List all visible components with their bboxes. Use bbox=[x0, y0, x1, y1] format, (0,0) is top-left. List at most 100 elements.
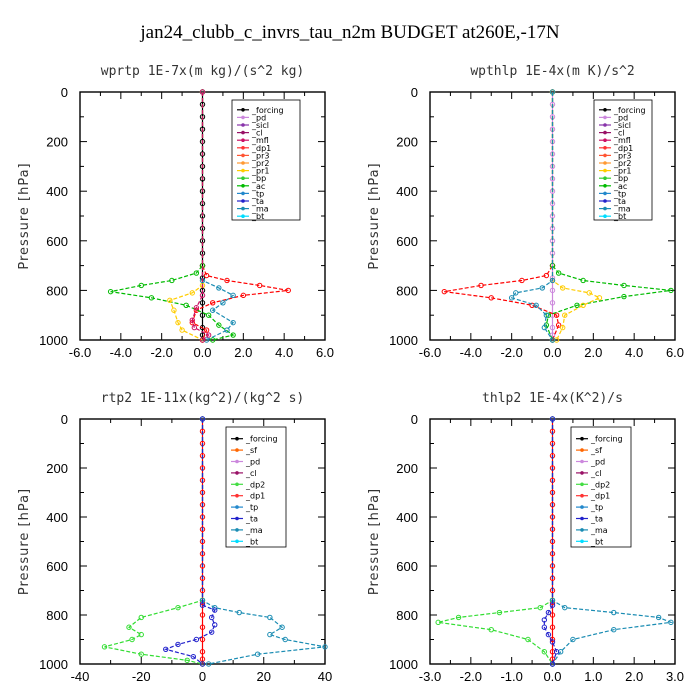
legend-entry-pd: _pd bbox=[251, 113, 266, 122]
data-point-pd bbox=[549, 324, 556, 331]
data-point-dp1 bbox=[138, 651, 144, 657]
data-point-ta bbox=[163, 646, 169, 652]
data-point-ac bbox=[210, 337, 216, 343]
data-point-tp bbox=[282, 636, 288, 643]
data-point-ta bbox=[216, 285, 222, 291]
legend-marker-bt bbox=[603, 214, 607, 218]
data-point-ac bbox=[555, 270, 562, 276]
data-point-dp1 bbox=[537, 604, 543, 611]
x-tick-label: 20 bbox=[257, 669, 271, 684]
y-tick-label: 800 bbox=[396, 283, 418, 298]
legend-marker-ta bbox=[235, 516, 239, 521]
data-point-tp bbox=[543, 312, 550, 318]
legend-entry-forcing: _forcing bbox=[613, 106, 646, 115]
data-point-pr1 bbox=[175, 319, 181, 326]
x-tick-label: 2.0 bbox=[625, 669, 643, 684]
data-point-ta bbox=[224, 327, 230, 333]
x-tick-label: -40 bbox=[71, 669, 90, 684]
y-tick-label: 0 bbox=[61, 85, 68, 100]
x-tick-label: -2.0 bbox=[150, 345, 172, 360]
data-point-forcing bbox=[199, 300, 206, 306]
data-point-ta bbox=[208, 629, 215, 635]
data-point-ac bbox=[545, 312, 552, 318]
panel-title: wprtp 1E-7x(m kg)/(s^2 kg) bbox=[101, 64, 305, 79]
data-point-tp bbox=[254, 651, 261, 657]
legend-entry-cl: _cl bbox=[251, 129, 263, 138]
legend-marker-tp bbox=[241, 191, 245, 196]
legend-marker-mfl bbox=[603, 138, 607, 142]
legend-entry-bt: _bt bbox=[590, 537, 603, 546]
legend-marker-pr1 bbox=[241, 168, 245, 173]
legend-entry-dp1: _dp1 bbox=[590, 492, 610, 501]
y-tick-label: 400 bbox=[396, 184, 418, 199]
legend-entry-pr2: _pr2 bbox=[613, 159, 631, 168]
y-tick-label: 1000 bbox=[39, 657, 68, 672]
y-tick-label: 800 bbox=[46, 283, 68, 298]
legend-marker-pr2 bbox=[603, 161, 607, 165]
data-point-tp bbox=[541, 324, 548, 331]
legend-marker-ma bbox=[235, 528, 239, 532]
data-point-ac bbox=[580, 277, 586, 284]
data-point-pr1 bbox=[562, 312, 568, 318]
legend-marker-cl bbox=[603, 130, 607, 135]
legend-entry-pr2: _pr2 bbox=[251, 159, 269, 168]
data-point-ta bbox=[208, 614, 215, 621]
series-line-dp1 bbox=[104, 419, 204, 665]
data-point-ac bbox=[183, 302, 189, 308]
series-line-ta bbox=[201, 92, 235, 341]
data-point-tp bbox=[611, 609, 617, 616]
data-point-dp1 bbox=[543, 272, 550, 279]
y-tick-label: 0 bbox=[411, 412, 418, 427]
data-point-tp bbox=[322, 644, 328, 650]
data-point-dp1 bbox=[175, 604, 181, 611]
data-point-forcing bbox=[199, 312, 206, 318]
legend-entry-cl: _cl bbox=[245, 469, 257, 478]
legend-marker-forcing bbox=[580, 436, 584, 441]
x-tick-label: 2.0 bbox=[234, 345, 252, 360]
x-tick-label: 1.0 bbox=[584, 669, 602, 684]
x-tick-label: 6.0 bbox=[666, 345, 684, 360]
data-point-ac bbox=[621, 293, 627, 300]
data-point-tp bbox=[267, 631, 273, 638]
legend-marker-dp2 bbox=[580, 482, 584, 487]
y-axis-label: Pressure [hPa] bbox=[367, 488, 382, 595]
data-point-dp1 bbox=[488, 627, 494, 633]
legend-entry-ta: _ta bbox=[590, 515, 603, 524]
data-point-dp1 bbox=[203, 327, 210, 333]
legend-marker-ma bbox=[603, 206, 607, 211]
y-tick-label: 800 bbox=[46, 608, 68, 623]
data-point-dp1 bbox=[256, 282, 263, 289]
y-tick-label: 800 bbox=[396, 608, 418, 623]
legend-entry-tp: _tp bbox=[613, 189, 626, 198]
legend-marker-pd bbox=[580, 459, 584, 464]
legend-marker-sicl bbox=[241, 123, 245, 127]
data-point-tp bbox=[611, 627, 617, 633]
data-point-ac bbox=[169, 277, 175, 284]
x-tick-label: 3.0 bbox=[666, 669, 684, 684]
data-point-tp bbox=[236, 609, 242, 616]
x-tick-label: 2.0 bbox=[584, 345, 602, 360]
legend-entry-bp: _bp bbox=[251, 174, 266, 183]
x-tick-label: -1.0 bbox=[500, 669, 522, 684]
x-tick-label: -3.0 bbox=[419, 669, 441, 684]
legend-marker-pr1 bbox=[603, 168, 607, 173]
data-point-dp1 bbox=[455, 614, 462, 621]
data-point-forcing bbox=[199, 612, 206, 618]
data-point-pr1 bbox=[179, 327, 185, 333]
data-point-ta bbox=[212, 607, 218, 613]
x-tick-label: 0.0 bbox=[543, 345, 561, 360]
data-point-ta bbox=[190, 653, 197, 660]
data-point-ta bbox=[549, 602, 556, 608]
data-point-pr1 bbox=[586, 290, 592, 296]
y-tick-label: 1000 bbox=[39, 333, 68, 348]
legend-entry-bt: _bt bbox=[613, 212, 626, 221]
x-tick-label: -6.0 bbox=[419, 345, 441, 360]
data-point-ta bbox=[230, 319, 236, 326]
legend-marker-bt bbox=[235, 539, 239, 544]
legend-entry-mfl: _mfl bbox=[251, 136, 269, 145]
data-point-ta bbox=[220, 300, 226, 306]
legend-marker-tp bbox=[603, 191, 607, 196]
legend-entry-mfl: _mfl bbox=[613, 136, 631, 145]
legend-entry-forcing: _forcing bbox=[590, 435, 623, 444]
